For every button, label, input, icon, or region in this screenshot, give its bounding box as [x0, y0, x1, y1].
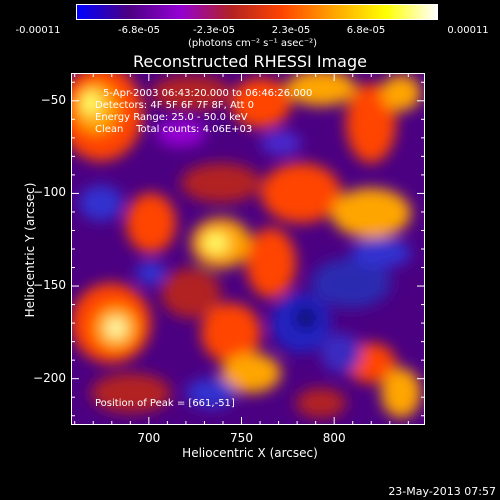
colorbar-tick-label: 2.3e-05: [271, 25, 311, 36]
colorbar-tick-label: -6.8e-05: [118, 25, 160, 36]
colorbar-tick-label: 6.8e-05: [346, 25, 386, 36]
x-axis-label: Heliocentric X (arcsec): [182, 446, 318, 460]
x-tick-label: 700: [137, 431, 161, 445]
annotation-line: 5-Apr-2003 06:43:20.000 to 06:46:26.000: [103, 88, 313, 99]
colorbar-tick-label: -0.00011: [15, 25, 61, 36]
axis-ticks: [71, 73, 425, 425]
heatmap-image: [71, 73, 425, 425]
annotation-line: Detectors: 4F 5F 6F 7F 8F, Att 0: [95, 100, 255, 111]
x-tick-label: 750: [230, 431, 253, 445]
y-tick-label: −150: [33, 278, 66, 293]
colorbar-tick-label: -2.3e-05: [193, 25, 235, 36]
colorbar-tick-label: 0.00011: [447, 25, 489, 36]
colorbar: [76, 4, 438, 20]
heatmap-plot-area: [71, 73, 425, 425]
y-tick-label: −100: [33, 185, 66, 200]
y-tick-label: −50: [40, 92, 66, 107]
colorbar-tick-labels: -0.00011 -6.8e-05 -2.3e-05 2.3e-05 6.8e-…: [0, 25, 500, 39]
annotation-line: Energy Range: 25.0 - 50.0 keV: [95, 112, 248, 123]
x-tick-label: 800: [322, 431, 346, 445]
colorbar-unit-label: (photons cm⁻² s⁻¹ asec⁻²): [188, 38, 318, 49]
annotation-line: Clean Total counts: 4.06E+03: [95, 124, 253, 135]
peak-position-label: Position of Peak = [661,-51]: [95, 398, 235, 409]
footer-timestamp: 23-May-2013 07:57: [388, 485, 496, 498]
y-axis-label: Heliocentric Y (arcsec): [23, 182, 37, 318]
chart-title: Reconstructed RHESSI Image: [133, 52, 367, 71]
y-tick-label: −200: [33, 370, 66, 385]
